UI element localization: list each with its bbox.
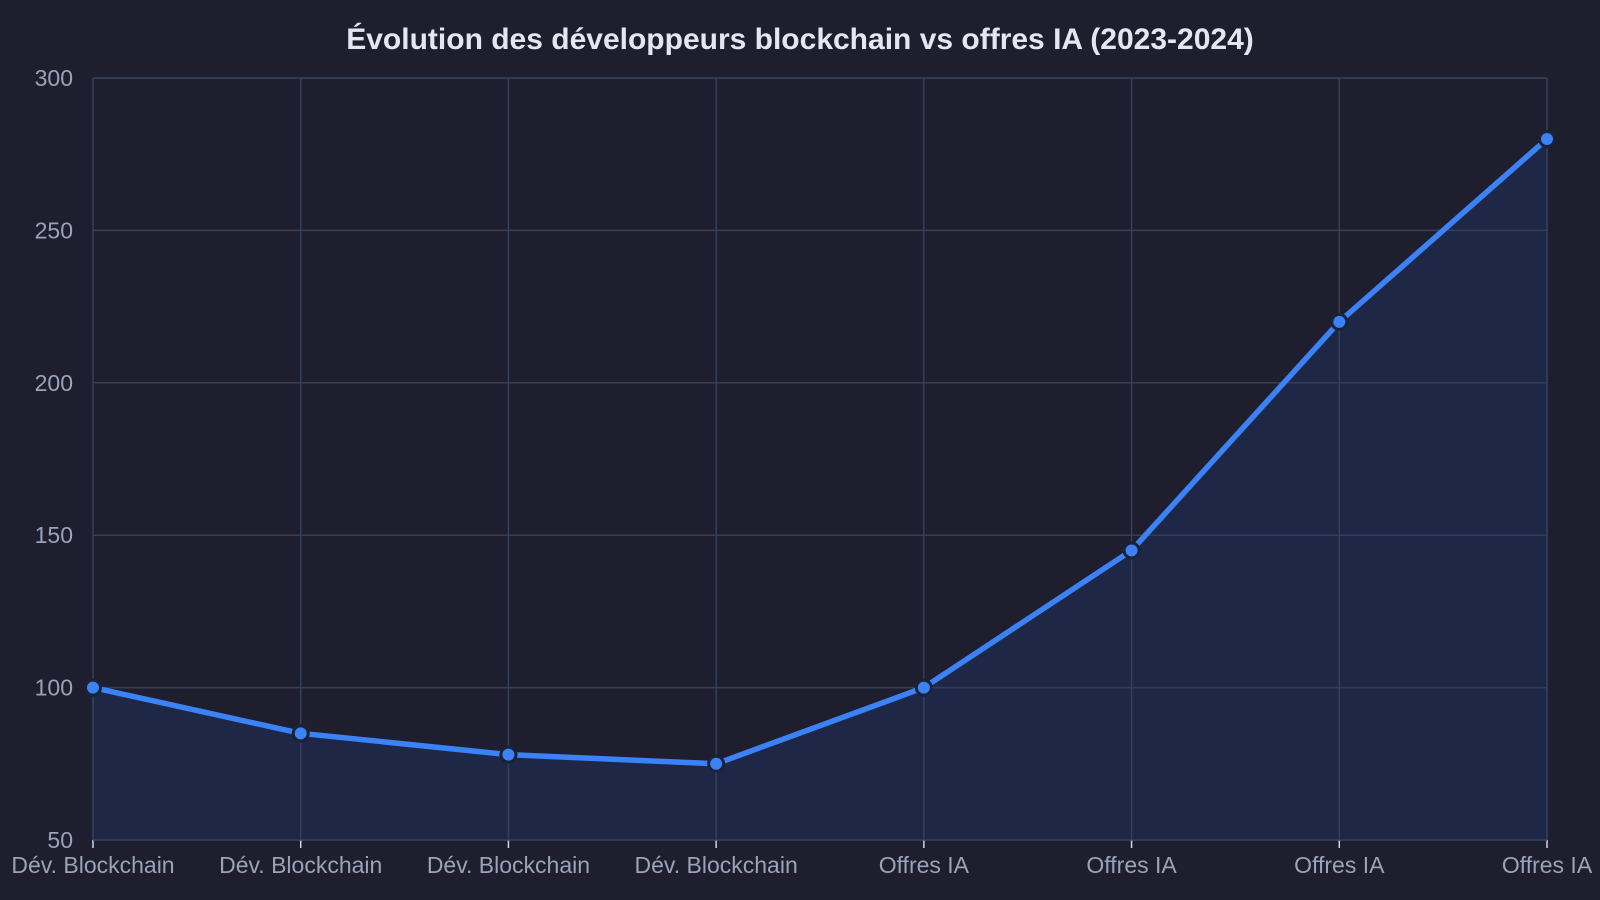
y-tick-label: 200 (35, 370, 73, 396)
y-tick-label: 300 (35, 65, 73, 91)
y-tick-label: 50 (47, 827, 73, 853)
x-tick-label: Offres IA (879, 852, 970, 878)
x-tick-label: Offres IA (1086, 852, 1177, 878)
x-axis-ticks: Dév. Blockchain Dév. Blockchain Dév. Block… (11, 852, 1592, 878)
x-tick-label: Dév. Blockchain (219, 852, 382, 878)
data-point (84, 678, 102, 697)
y-tick-label: 250 (35, 217, 73, 243)
line-layer (90, 136, 1550, 767)
x-tick-label: Dév. Blockchain (11, 852, 174, 878)
area-fill (93, 138, 1547, 840)
chart-title: Évolution des développeurs blockchain vs… (346, 22, 1254, 56)
data-point (914, 678, 933, 697)
data-point (1330, 312, 1349, 331)
x-tick-label: Offres IA (1294, 852, 1385, 878)
area-layer (92, 77, 1548, 841)
x-tick-label: Dév. Blockchain (635, 852, 798, 878)
data-point (1538, 129, 1556, 148)
y-axis-ticks: 50 100 150 200 250 300 (35, 65, 73, 853)
x-tick-label: Dév. Blockchain (427, 852, 590, 878)
x-tick-label: Offres IA (1502, 852, 1593, 878)
marker-layer (84, 129, 1556, 773)
y-tick-label: 100 (35, 675, 73, 701)
data-point (1122, 541, 1141, 560)
series-line (90, 136, 1550, 767)
data-point (499, 745, 518, 764)
data-point (291, 724, 310, 743)
data-point (707, 754, 726, 773)
y-tick-label: 150 (35, 522, 73, 548)
